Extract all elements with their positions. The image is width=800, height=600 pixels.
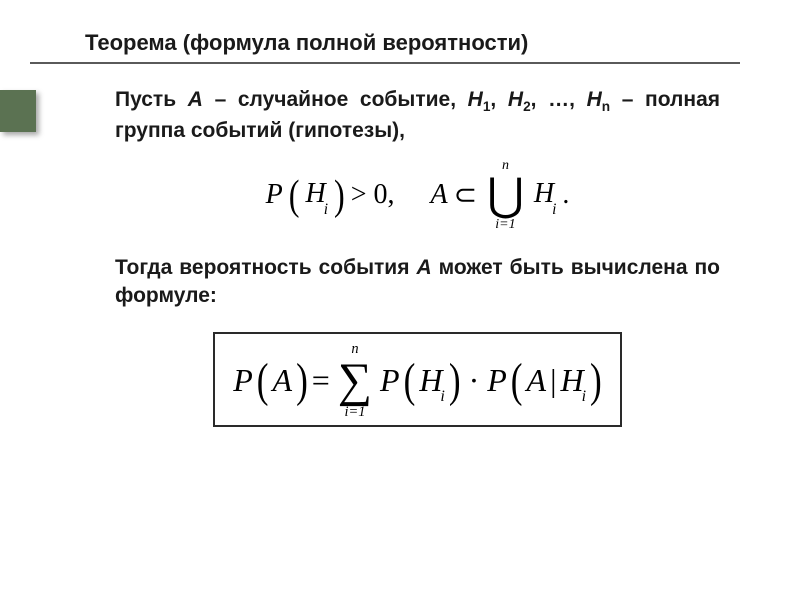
cdot: · (469, 362, 480, 399)
sub-i2: i (552, 201, 556, 218)
sym-A: A (273, 362, 293, 399)
formula-box: P ( A ) = n ∑ i=1 P ( Hi ) · (213, 332, 622, 427)
sym-P: P (266, 179, 283, 211)
sub-i: i (324, 201, 328, 218)
symbol-H2: H (508, 88, 523, 111)
symbol-H1: H (468, 88, 483, 111)
math-conditions: P ( Hi ) > 0, A ⊂ n ⋃ i=1 Hi . (115, 159, 720, 232)
subset: ⊂ (454, 178, 477, 212)
gt0: > 0, (351, 179, 395, 211)
paren-r: ) (590, 354, 602, 408)
text: , …, (531, 88, 587, 111)
accent-box (0, 90, 36, 132)
union-op: ⋃ (487, 173, 524, 218)
math-formula: P ( A ) = n ∑ i=1 P ( Hi ) · (115, 332, 720, 427)
title-row: Теорема (формула полной вероятности) (30, 30, 740, 56)
slide-title: Теорема (формула полной вероятности) (85, 30, 740, 56)
sym-H: H (305, 178, 325, 209)
sym-H: H (419, 362, 442, 398)
math-expr-1: P ( Hi ) > 0, A ⊂ n ⋃ i=1 Hi . (266, 159, 570, 232)
slide-content: Пусть A – случайное событие, H1, H2, …, … (30, 64, 740, 427)
sym-A2: A (527, 362, 547, 399)
big-sum: n ∑ i=1 (338, 342, 372, 419)
eq: = (312, 362, 330, 399)
paren-r: ) (334, 171, 345, 219)
paragraph-premise: Пусть A – случайное событие, H1, H2, …, … (115, 86, 720, 145)
sym-P3: P (487, 362, 507, 399)
paren-l: ( (257, 354, 269, 408)
paren-l: ( (511, 354, 523, 408)
bar: | (550, 362, 556, 399)
text: Тогда вероятность события (115, 256, 416, 279)
text: , (490, 88, 507, 111)
sym-P: P (233, 362, 253, 399)
sym-A: A (431, 179, 448, 211)
paren-r: ) (449, 354, 461, 408)
paren-l: ( (289, 171, 300, 219)
sub-i2: i (582, 388, 586, 405)
sum-bot: i=1 (344, 405, 365, 419)
sum-op: ∑ (338, 357, 372, 405)
dot: . (562, 179, 569, 211)
text: Пусть (115, 88, 188, 111)
symbol-Hn: H (587, 88, 602, 111)
paren-l: ( (404, 354, 416, 408)
paren-r: ) (296, 354, 308, 408)
text: – случайное событие, (203, 88, 468, 111)
symbol-A: A (188, 88, 203, 111)
sub-i: i (440, 388, 444, 405)
big-union: n ⋃ i=1 (487, 159, 524, 232)
formula-expr: P ( A ) = n ∑ i=1 P ( Hi ) · (233, 342, 602, 419)
sym-P2: P (380, 362, 400, 399)
sub-2: 2 (523, 99, 531, 114)
union-bot: i=1 (495, 218, 515, 232)
sub-n: n (602, 99, 610, 114)
symbol-A: A (416, 256, 431, 279)
slide-container: Теорема (формула полной вероятности) Пус… (0, 0, 800, 600)
sym-H2: H (560, 362, 583, 398)
paragraph-conclusion: Тогда вероятность события A может быть в… (115, 254, 720, 311)
